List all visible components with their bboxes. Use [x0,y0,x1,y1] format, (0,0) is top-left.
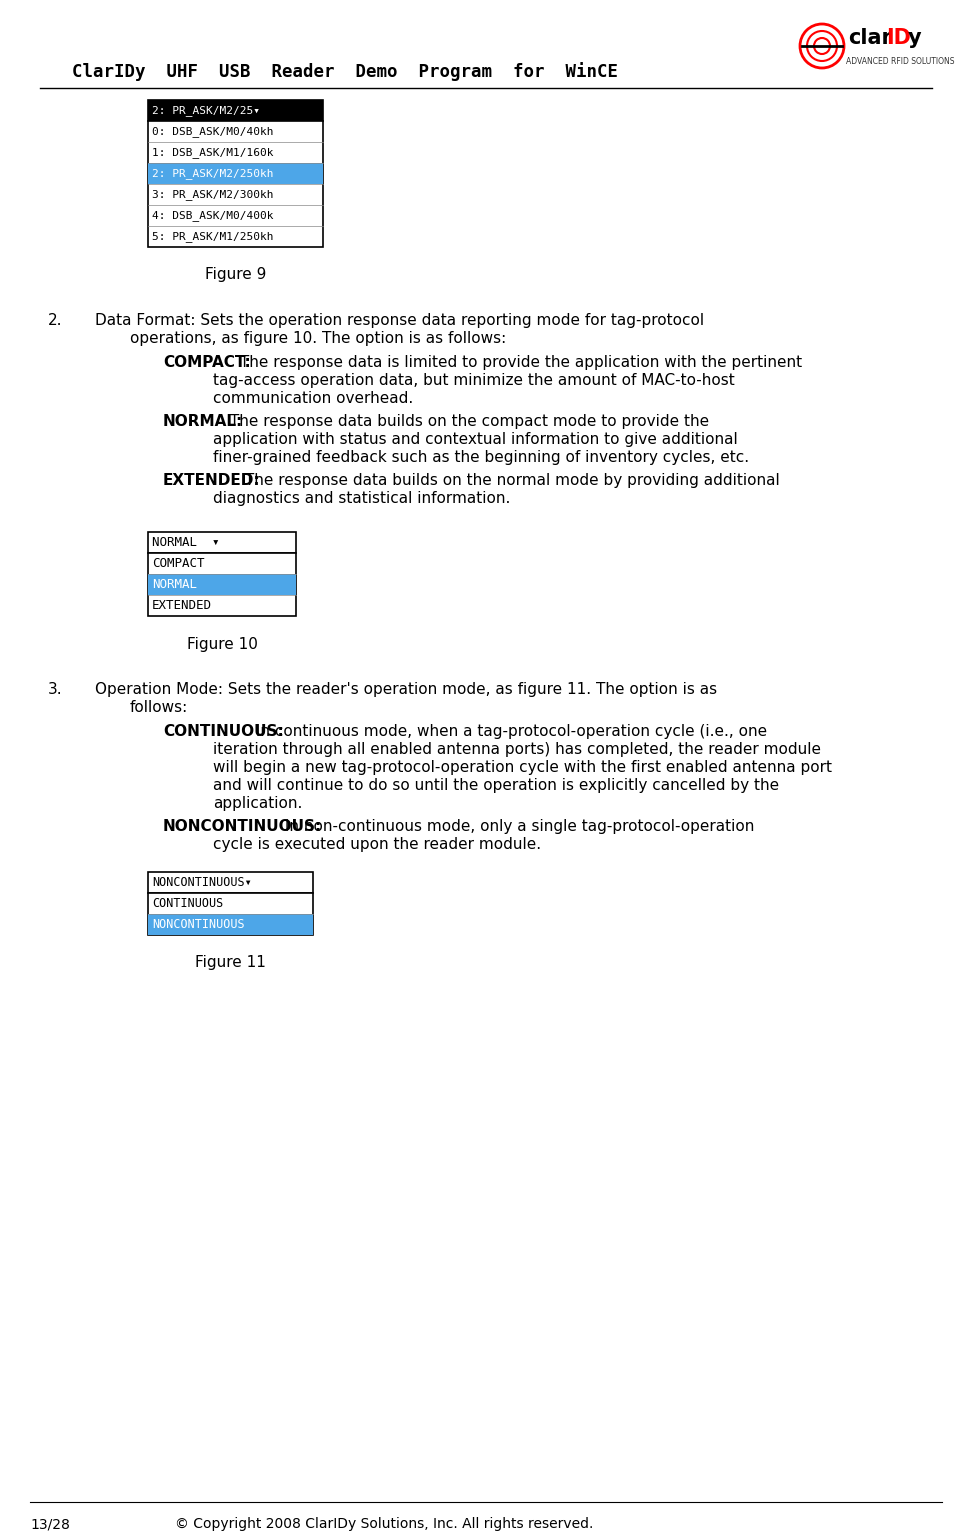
Bar [148,531,296,553]
Text: Data Format: Sets the operation response data reporting mode for tag-protocol: Data Format: Sets the operation response… [95,313,704,329]
Text: follows:: follows: [130,700,189,714]
Text: ADVANCED RFID SOLUTIONS: ADVANCED RFID SOLUTIONS [846,57,955,66]
Bar [148,100,323,121]
Text: EXTENDED: EXTENDED [152,599,212,611]
Text: CONTINUOUS:: CONTINUOUS: [163,723,284,739]
Text: COMPACT:: COMPACT: [163,355,251,370]
Text: 4: DSB_ASK/M0/400k: 4: DSB_ASK/M0/400k [152,210,273,221]
Text: 0: DSB_ASK/M0/40kh: 0: DSB_ASK/M0/40kh [152,126,273,137]
Bar [148,163,323,184]
Text: Figure 9: Figure 9 [205,267,266,283]
Text: operations, as figure 10. The option is as follows:: operations, as figure 10. The option is … [130,330,506,346]
Text: NONCONTINUOUS▾: NONCONTINUOUS▾ [152,876,252,889]
Text: In continuous mode, when a tag-protocol-operation cycle (i.e., one: In continuous mode, when a tag-protocol-… [251,723,767,739]
Text: NONCONTINUOUS: NONCONTINUOUS [152,919,245,931]
Text: communication overhead.: communication overhead. [213,392,413,406]
Text: ID: ID [886,28,911,48]
Text: Figure 11: Figure 11 [195,955,266,971]
Text: 5: PR_ASK/M1/250kh: 5: PR_ASK/M1/250kh [152,230,273,243]
Bar [148,574,296,594]
Text: 2: PR_ASK/M2/25▾: 2: PR_ASK/M2/25▾ [152,104,260,115]
Text: NORMAL:: NORMAL: [163,415,243,429]
Text: The response data builds on the compact mode to provide the: The response data builds on the compact … [225,415,710,429]
Text: will begin a new tag-protocol-operation cycle with the first enabled antenna por: will begin a new tag-protocol-operation … [213,760,832,776]
Text: ClarIDy  UHF  USB  Reader  Demo  Program  for  WinCE: ClarIDy UHF USB Reader Demo Program for … [72,63,618,81]
Text: 3.: 3. [48,682,62,697]
Text: y: y [908,28,921,48]
Text: © Copyright 2008 ClarIDy Solutions, Inc. All rights reserved.: © Copyright 2008 ClarIDy Solutions, Inc.… [175,1518,593,1531]
Bar [148,892,313,935]
Text: CONTINUOUS: CONTINUOUS [152,897,224,909]
Text: diagnostics and statistical information.: diagnostics and statistical information. [213,492,510,505]
Text: cycle is executed upon the reader module.: cycle is executed upon the reader module… [213,837,541,852]
Text: EXTENDED:: EXTENDED: [163,473,260,488]
Text: 3: PR_ASK/M2/300kh: 3: PR_ASK/M2/300kh [152,189,273,200]
Text: Operation Mode: Sets the reader's operation mode, as figure 11. The option is as: Operation Mode: Sets the reader's operat… [95,682,717,697]
Text: In non-continuous mode, only a single tag-protocol-operation: In non-continuous mode, only a single ta… [280,819,754,834]
Text: The response data is limited to provide the application with the pertinent: The response data is limited to provide … [235,355,802,370]
Text: 2.: 2. [48,313,62,329]
Bar [148,914,313,935]
Text: The response data builds on the normal mode by providing additional: The response data builds on the normal m… [240,473,780,488]
Text: COMPACT: COMPACT [152,558,204,570]
Text: clar: clar [848,28,892,48]
Text: application with status and contextual information to give additional: application with status and contextual i… [213,432,738,447]
Text: 13/28: 13/28 [30,1518,70,1531]
Bar [148,872,313,892]
Text: NORMAL  ▾: NORMAL ▾ [152,536,220,548]
Text: 2: PR_ASK/M2/250kh: 2: PR_ASK/M2/250kh [152,167,273,180]
Bar [148,121,323,247]
Text: tag-access operation data, but minimize the amount of MAC-to-host: tag-access operation data, but minimize … [213,373,735,389]
Text: and will continue to do so until the operation is explicitly cancelled by the: and will continue to do so until the ope… [213,779,780,793]
Text: 1: DSB_ASK/M1/160k: 1: DSB_ASK/M1/160k [152,147,273,158]
Bar [148,553,296,616]
Text: NORMAL: NORMAL [152,578,197,591]
Text: NONCONTINUOUS:: NONCONTINUOUS: [163,819,323,834]
Text: finer-grained feedback such as the beginning of inventory cycles, etc.: finer-grained feedback such as the begin… [213,450,749,465]
Text: iteration through all enabled antenna ports) has completed, the reader module: iteration through all enabled antenna po… [213,742,821,757]
Text: application.: application. [213,796,302,811]
Text: Figure 10: Figure 10 [187,636,258,651]
